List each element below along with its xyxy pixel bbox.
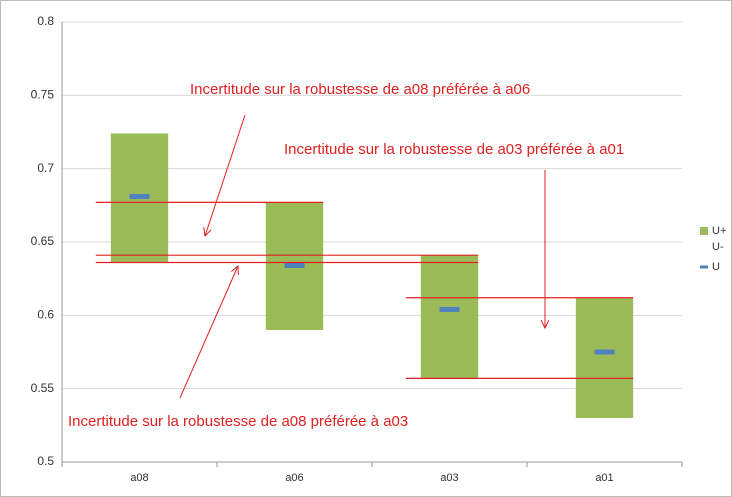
marker	[594, 349, 615, 355]
legend-label: U-	[712, 241, 724, 253]
arrow	[179, 266, 238, 399]
range-bar	[420, 255, 479, 379]
y-tick-label: 0.75	[31, 88, 55, 102]
annotation: Incertitude sur la robustesse de a08 pré…	[68, 413, 408, 430]
legend-label: U+	[712, 225, 726, 237]
annotation: Incertitude sur la robustesse de a08 pré…	[190, 81, 530, 98]
x-tick-label: a06	[285, 472, 303, 484]
x-tick-label: a01	[595, 472, 613, 484]
x-tick-label: a08	[130, 472, 148, 484]
legend-label: U	[712, 261, 720, 273]
marker	[284, 262, 305, 268]
annotation-arrows	[179, 114, 545, 399]
range-bar	[575, 297, 634, 418]
annotation: Incertitude sur la robustesse de a03 pré…	[284, 141, 624, 158]
legend-swatch	[700, 227, 708, 235]
x-tick-label: a03	[440, 472, 458, 484]
y-tick-label: 0.6	[37, 308, 54, 322]
y-tick-label: 0.55	[31, 381, 55, 395]
marker	[129, 194, 150, 200]
y-tick-label: 0.8	[37, 14, 54, 28]
y-tick-label: 0.5	[37, 454, 54, 468]
arrow	[205, 114, 246, 236]
marker	[439, 306, 460, 312]
y-tick-label: 0.7	[37, 161, 54, 175]
y-tick-label: 0.65	[31, 234, 55, 248]
